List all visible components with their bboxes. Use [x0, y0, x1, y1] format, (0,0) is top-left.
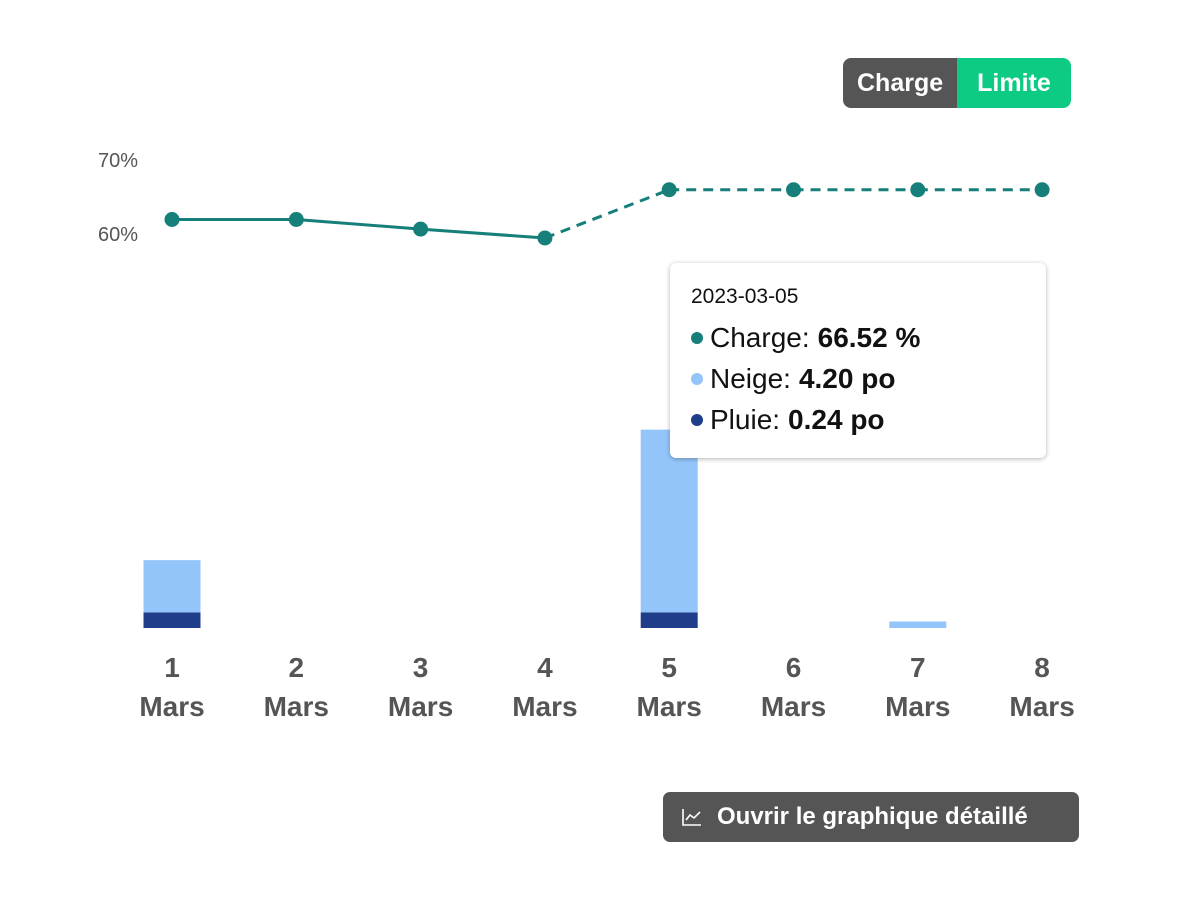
- x-tick-month: Mars: [885, 691, 950, 722]
- bar-pluie: [640, 612, 698, 628]
- x-tick-day: 2: [289, 652, 305, 683]
- x-tick-month: Mars: [388, 691, 453, 722]
- x-tick-day: 8: [1034, 652, 1050, 683]
- open-detailed-chart-label: Ouvrir le graphique détaillé: [717, 803, 1028, 830]
- tooltip-sep: :: [772, 403, 781, 435]
- y-tick-70: 70%: [98, 150, 138, 172]
- charge-point: [537, 230, 553, 246]
- charge-point: [786, 182, 801, 198]
- toggle-charge[interactable]: Charge: [843, 58, 958, 108]
- charge-point: [164, 212, 180, 227]
- tooltip-row-charge: Charge:66.52 %: [691, 317, 1046, 358]
- y-tick-60: 60%: [98, 224, 138, 246]
- x-tick-month: Mars: [1009, 691, 1074, 722]
- x-tick-day: 3: [413, 652, 429, 683]
- bar-neige: [143, 560, 201, 613]
- tooltip-label: Pluie: [710, 403, 773, 435]
- charge-point: [1034, 182, 1050, 198]
- x-tick-day: 6: [786, 652, 802, 683]
- charge-point: [910, 182, 926, 198]
- tooltip-row-neige: Neige:4.20 po: [691, 358, 1046, 399]
- line-chart-icon: [682, 809, 701, 826]
- x-tick-month: Mars: [139, 691, 204, 722]
- tooltip-sep: :: [801, 321, 810, 353]
- tooltip: 2023-03-05 Charge:66.52 % Neige:4.20 po …: [670, 263, 1046, 458]
- tooltip-value: 4.20 po: [798, 362, 896, 394]
- charge-point: [661, 182, 677, 198]
- x-tick-month: Mars: [264, 691, 329, 722]
- bar-neige: [640, 429, 698, 613]
- tooltip-date: 2023-03-05: [691, 285, 799, 308]
- charge-line-segment: [420, 227, 546, 240]
- tooltip-value: 66.52 %: [817, 321, 921, 353]
- charge-line-forecast-segment: [544, 188, 670, 240]
- charge-line-segment: [296, 218, 421, 231]
- neige-dot-icon: [691, 372, 703, 385]
- tooltip-value: 0.24 po: [788, 403, 885, 435]
- x-tick-day: 1: [164, 652, 180, 683]
- charge-dot-icon: [691, 331, 703, 344]
- x-tick-day: 4: [537, 652, 553, 683]
- charge-point: [288, 212, 304, 227]
- x-tick-month: Mars: [637, 691, 702, 722]
- tooltip-sep: :: [783, 362, 791, 394]
- tooltip-label: Neige: [710, 362, 784, 394]
- charge-point: [413, 221, 429, 237]
- toggle-limite[interactable]: Limite: [957, 58, 1071, 108]
- series-toggle[interactable]: Charge Limite: [843, 58, 1071, 108]
- x-tick-day: 5: [661, 652, 677, 683]
- open-detailed-chart-button[interactable]: Ouvrir le graphique détaillé: [663, 792, 1079, 842]
- bar-neige: [889, 621, 947, 628]
- x-tick-month: Mars: [761, 691, 826, 722]
- bar-pluie: [143, 612, 201, 628]
- x-tick-month: Mars: [512, 691, 577, 722]
- tooltip-row-pluie: Pluie:0.24 po: [691, 399, 1046, 440]
- pluie-dot-icon: [691, 413, 703, 426]
- x-tick-day: 7: [910, 652, 926, 683]
- tooltip-label: Charge: [710, 321, 802, 353]
